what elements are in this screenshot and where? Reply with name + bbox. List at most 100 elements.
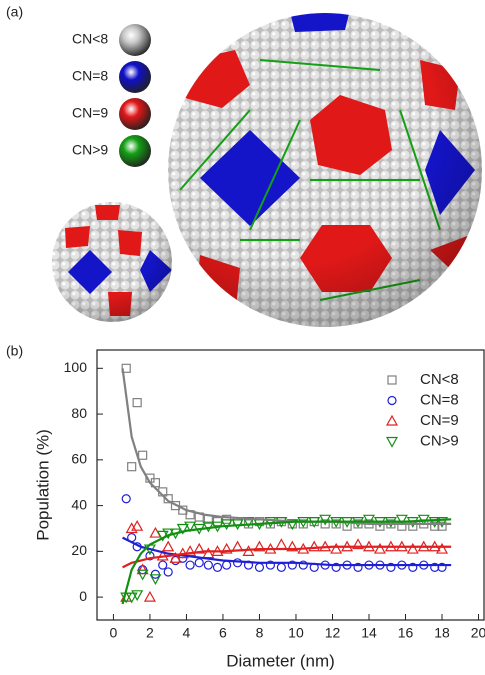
panel-label: (b) xyxy=(6,343,23,359)
x-tick-label: 0 xyxy=(110,625,118,641)
point xyxy=(176,523,189,535)
x-tick-label: 16 xyxy=(398,625,414,641)
point xyxy=(131,590,144,602)
point xyxy=(406,542,419,554)
point xyxy=(212,562,223,572)
point xyxy=(184,521,197,533)
point xyxy=(331,519,341,529)
point xyxy=(428,517,441,528)
point xyxy=(121,494,131,504)
point xyxy=(220,519,233,531)
y-tick-label: 0 xyxy=(79,588,87,604)
plot-frame xyxy=(96,349,485,621)
legend-marker xyxy=(385,436,399,448)
point xyxy=(162,540,175,552)
x-tick-label: 14 xyxy=(361,625,377,641)
y-tick-label: 100 xyxy=(64,359,88,375)
point xyxy=(149,574,162,586)
x-axis-title: Diameter (nm) xyxy=(226,651,335,670)
y-tick-label: 80 xyxy=(71,405,87,421)
legend-label: CN>9 xyxy=(72,142,108,158)
point xyxy=(286,519,299,531)
point xyxy=(222,560,232,570)
point xyxy=(437,521,447,531)
point xyxy=(408,562,418,572)
point xyxy=(185,560,195,570)
point xyxy=(276,562,286,572)
point xyxy=(220,542,233,554)
legend-label: CN<8 xyxy=(420,371,459,388)
point xyxy=(203,560,213,570)
y-tick-label: 20 xyxy=(71,542,87,558)
point xyxy=(143,590,156,602)
point xyxy=(287,560,297,570)
legend-sphere xyxy=(119,24,151,56)
point xyxy=(254,562,265,572)
point xyxy=(138,450,148,460)
population-chart: (b) 0 2 4 6 8 10 12 14 16 18 20 0 20 40 60 80 100 Diameter… xyxy=(6,343,485,671)
x-tick-label: 6 xyxy=(219,625,227,641)
x-tick-label: 20 xyxy=(471,625,485,641)
legend-label: CN=9 xyxy=(420,412,459,429)
point xyxy=(125,522,138,534)
point xyxy=(136,563,149,575)
point xyxy=(435,542,449,554)
point xyxy=(319,514,332,526)
point xyxy=(430,562,440,572)
legend-sphere xyxy=(119,61,151,93)
fit-line xyxy=(122,545,452,569)
point xyxy=(275,538,288,550)
point xyxy=(125,592,138,604)
point xyxy=(163,494,173,504)
point xyxy=(127,462,137,472)
legend-label: CN=8 xyxy=(72,68,108,84)
point xyxy=(331,562,341,572)
fit-line xyxy=(121,368,452,525)
x-tick-label: 10 xyxy=(288,625,304,641)
x-tick-label: 4 xyxy=(183,625,191,641)
legend-label: CN<8 xyxy=(72,31,108,47)
legend-sphere xyxy=(119,135,151,167)
point xyxy=(194,558,204,568)
point xyxy=(320,519,330,529)
point xyxy=(253,540,266,552)
x-tick-label: 18 xyxy=(434,625,450,641)
point xyxy=(163,567,173,577)
point xyxy=(308,540,321,552)
point xyxy=(430,521,440,531)
y-tick-label: 40 xyxy=(71,496,87,512)
point xyxy=(162,528,175,540)
x-tick-label: 2 xyxy=(146,625,154,641)
point xyxy=(353,562,363,572)
legend-label: CN=8 xyxy=(420,391,459,408)
point xyxy=(265,560,276,570)
x-tick-label: 8 xyxy=(256,625,264,641)
point xyxy=(131,519,144,531)
point xyxy=(286,540,299,552)
small-nanoparticle xyxy=(52,202,172,322)
atom-legend: CN<8 CN=8 CN=9 CN>9 xyxy=(72,24,151,167)
point xyxy=(330,542,343,554)
y-axis-title: Population (%) xyxy=(33,429,52,541)
point xyxy=(362,514,376,526)
fit-line xyxy=(121,518,452,605)
point xyxy=(232,558,243,568)
point xyxy=(298,519,308,529)
fit-line xyxy=(122,536,452,567)
point xyxy=(132,398,142,408)
legend-label: CN>9 xyxy=(420,432,459,449)
y-tick-label: 60 xyxy=(71,451,87,467)
point xyxy=(136,569,149,581)
legend-label: CN=9 xyxy=(72,105,108,121)
point xyxy=(298,560,308,570)
legend-marker xyxy=(387,395,397,406)
point xyxy=(395,514,408,526)
point xyxy=(145,551,155,561)
legend-marker xyxy=(387,375,397,385)
point xyxy=(386,562,396,572)
x-tick-label: 12 xyxy=(325,625,341,641)
point xyxy=(435,517,449,528)
legend-sphere xyxy=(119,98,151,130)
